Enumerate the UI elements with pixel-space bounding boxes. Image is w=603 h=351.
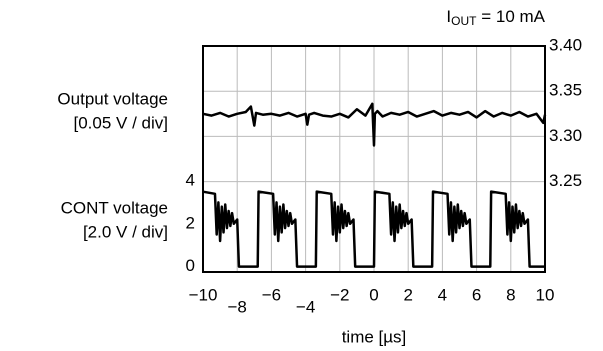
x-tick-label: −4 bbox=[296, 297, 315, 316]
x-label: time [µs] bbox=[342, 327, 407, 346]
annotation: IOUT = 10 mA bbox=[446, 7, 545, 28]
x-tick-label: 2 bbox=[403, 285, 412, 304]
plot-frame bbox=[202, 45, 546, 273]
x-tick-label: 6 bbox=[472, 285, 481, 304]
y2-tick-label: 3.30 bbox=[549, 126, 582, 145]
y2-tick-label: 3.35 bbox=[549, 81, 582, 100]
series-line bbox=[202, 102, 547, 147]
y2-label: Output voltage bbox=[57, 89, 168, 108]
x-tick-label: 0 bbox=[369, 285, 378, 304]
y-label: CONT voltage bbox=[61, 198, 168, 217]
x-tick-label: −6 bbox=[262, 285, 281, 304]
x-tick-label: 8 bbox=[506, 285, 515, 304]
series-line bbox=[202, 190, 545, 268]
x-tick-label: −10 bbox=[189, 285, 218, 304]
y2-tick-label: 3.40 bbox=[549, 35, 582, 54]
y-tick-label: 2 bbox=[186, 213, 195, 232]
x-tick-label: −2 bbox=[330, 285, 349, 304]
y-label: [2.0 V / div] bbox=[83, 222, 168, 241]
annotation-symbol: I bbox=[446, 7, 451, 26]
y-tick-label: 0 bbox=[186, 256, 195, 275]
x-tick-label: 10 bbox=[536, 285, 555, 304]
annotation-subscript: OUT bbox=[451, 14, 477, 28]
x-tick-label: −8 bbox=[228, 297, 247, 316]
y-tick-label: 4 bbox=[186, 170, 195, 189]
x-tick-label: 4 bbox=[438, 285, 447, 304]
y2-label: [0.05 V / div] bbox=[74, 113, 169, 132]
y2-tick-label: 3.25 bbox=[549, 171, 582, 190]
annotation-text: = 10 mA bbox=[476, 7, 545, 26]
